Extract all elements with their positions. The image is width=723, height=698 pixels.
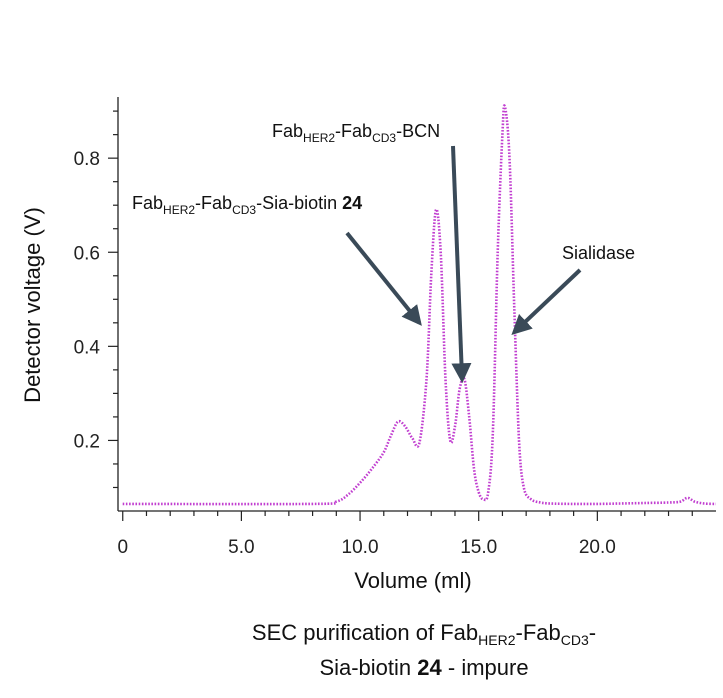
trace-layer [122, 104, 717, 506]
x-tick-label: 15.0 [460, 537, 497, 558]
annotation-sialidase: Sialidase [562, 243, 635, 263]
x-tick-label: 20.0 [579, 537, 616, 558]
ticks: 0.2 0.4 0.6 0.8 0 5.0 10.0 15.0 20.0 [74, 110, 693, 558]
x-tick-label: 5.0 [228, 537, 254, 558]
annotation-arrows [345, 145, 582, 384]
sec-trace-line [122, 104, 717, 506]
caption-line-2: Sia-biotin 24 - impure [319, 655, 528, 680]
arrow-sia-biotin [345, 231, 422, 326]
annotation-sia-biotin: FabHER2-FabCD3-Sia-biotin 24 [132, 193, 362, 217]
y-tick-label: 0.8 [74, 149, 100, 170]
x-tick-label: 10.0 [342, 537, 379, 558]
x-tick-label: 0 [117, 537, 128, 558]
y-axis-title: Detector voltage (V) [20, 207, 45, 403]
caption-line-1: SEC purification of FabHER2-FabCD3- [252, 620, 596, 648]
x-axis-title: Volume (ml) [354, 568, 471, 593]
y-tick-label: 0.6 [74, 243, 100, 264]
axes [117, 97, 716, 512]
arrow-sialidase [511, 268, 582, 335]
y-tick-label: 0.2 [74, 431, 100, 452]
annotation-bcn: FabHER2-FabCD3-BCN [272, 121, 440, 145]
y-tick-label: 0.4 [74, 337, 101, 358]
arrow-bcn [451, 145, 472, 384]
